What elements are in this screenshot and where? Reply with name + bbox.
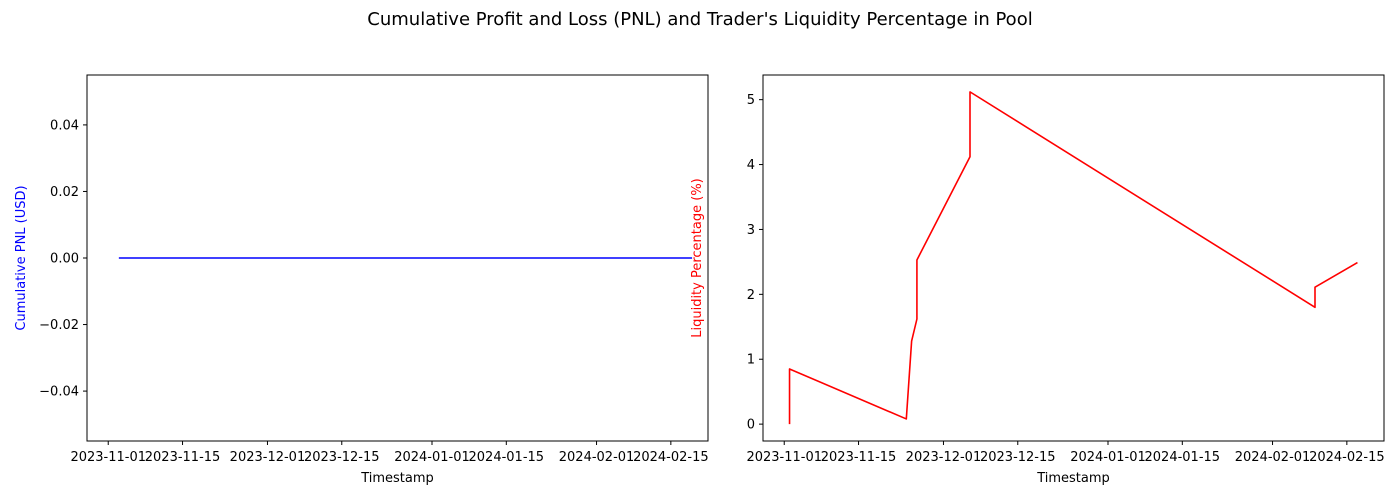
- chart1-y-tick-label: 0.00: [50, 252, 79, 267]
- chart2-x-tick-label: 2023-12-15: [980, 450, 1056, 465]
- chart2-y-tick-label: 1: [747, 353, 755, 368]
- chart2-x-tick-label: 2023-11-15: [821, 450, 897, 465]
- chart2-y-tick-label: 0: [747, 418, 755, 433]
- chart1-y-tick-label: 0.04: [50, 118, 79, 133]
- chart2-x-tick-label: 2024-01-01: [1070, 450, 1146, 465]
- chart2-x-tick-label: 2024-02-15: [1309, 450, 1385, 465]
- chart2-series-1-line: [788, 91, 1358, 425]
- chart2-y-tick-label: 4: [747, 158, 755, 173]
- chart1-x-tick-label: 2023-11-15: [145, 450, 221, 465]
- chart1-x-tick-label: 2024-01-15: [469, 450, 545, 465]
- chart2-x-tick-label: 2024-01-15: [1145, 450, 1221, 465]
- chart1-y-tick-label: −0.02: [39, 318, 79, 333]
- chart2-x-tick-label: 2024-02-01: [1235, 450, 1311, 465]
- chart1-y-axis-label: Cumulative PNL (USD): [14, 185, 29, 330]
- chart1-x-tick-label: 2023-12-15: [304, 450, 380, 465]
- chart2-x-tick-label: 2023-12-01: [906, 450, 982, 465]
- chart2-y-axis-label: Liquidity Percentage (%): [690, 178, 705, 338]
- chart2-axes-frame: [762, 74, 1385, 442]
- chart2-y-tick-label: 3: [747, 223, 755, 238]
- chart1-x-tick-label: 2024-02-01: [559, 450, 635, 465]
- chart1-x-axis-label: Timestamp: [360, 471, 434, 486]
- chart2-y-tick-label: 2: [747, 288, 755, 303]
- chart1-y-tick-label: −0.04: [39, 385, 79, 400]
- figure-title: Cumulative Profit and Loss (PNL) and Tra…: [367, 9, 1032, 30]
- chart2-x-axis-label: Timestamp: [1036, 471, 1110, 486]
- chart2-x-tick-label: 2023-11-01: [746, 450, 822, 465]
- chart1-x-tick-label: 2023-12-01: [230, 450, 306, 465]
- chart1-x-tick-label: 2024-01-01: [394, 450, 470, 465]
- chart2-y-tick-label: 5: [747, 93, 755, 108]
- chart1-x-tick-label: 2024-02-15: [633, 450, 709, 465]
- chart1-x-tick-label: 2023-11-01: [70, 450, 146, 465]
- chart1-y-tick-label: 0.02: [50, 185, 79, 200]
